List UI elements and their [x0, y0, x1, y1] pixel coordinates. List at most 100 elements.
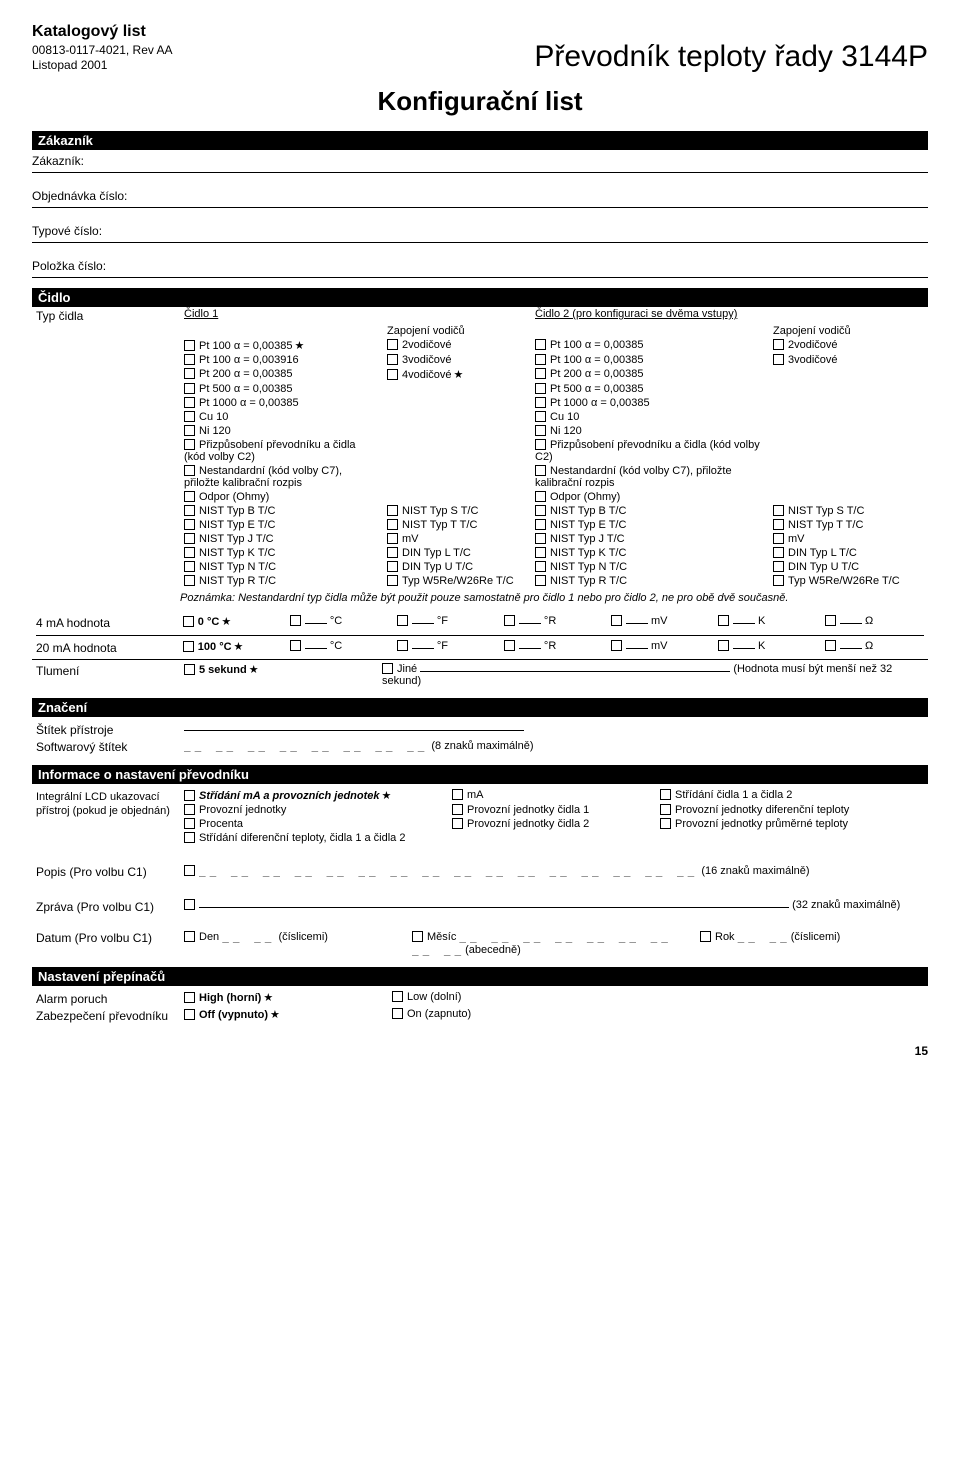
checkbox[interactable]: [387, 369, 398, 380]
checkbox[interactable]: [387, 505, 398, 516]
order-field[interactable]: Objednávka číslo:: [32, 185, 928, 208]
checkbox[interactable]: [387, 339, 398, 350]
checkbox[interactable]: [773, 533, 784, 544]
checkbox[interactable]: [387, 547, 398, 558]
checkbox[interactable]: [184, 547, 195, 558]
checkbox[interactable]: [184, 354, 195, 365]
alarm-low-checkbox[interactable]: [392, 991, 403, 1002]
checkbox[interactable]: [452, 804, 463, 815]
security-on-checkbox[interactable]: [392, 1008, 403, 1019]
day-checkbox[interactable]: [184, 931, 195, 942]
damping-default-checkbox[interactable]: [184, 664, 195, 675]
checkbox[interactable]: [184, 818, 195, 829]
checkbox[interactable]: [184, 465, 195, 476]
checkbox[interactable]: [535, 575, 546, 586]
checkbox[interactable]: [773, 354, 784, 365]
checkbox[interactable]: [773, 561, 784, 572]
ma-unit-input[interactable]: [840, 648, 862, 649]
checkbox[interactable]: [290, 615, 301, 626]
checkbox[interactable]: [184, 561, 195, 572]
checkbox[interactable]: [387, 575, 398, 586]
desc-checkbox[interactable]: [184, 865, 195, 876]
ma-unit-input[interactable]: [626, 623, 648, 624]
checkbox[interactable]: [718, 615, 729, 626]
checkbox[interactable]: [184, 519, 195, 530]
checkbox[interactable]: [611, 640, 622, 651]
desc-input[interactable]: __ __ __ __ __ __ __ __ __ __ __ __ __ _…: [199, 864, 698, 877]
device-label-input[interactable]: [184, 730, 524, 731]
checkbox[interactable]: [535, 397, 546, 408]
checkbox[interactable]: [660, 804, 671, 815]
checkbox[interactable]: [184, 533, 195, 544]
msg-checkbox[interactable]: [184, 899, 195, 910]
checkbox[interactable]: [660, 818, 671, 829]
checkbox[interactable]: [535, 519, 546, 530]
ma-unit-input[interactable]: [626, 648, 648, 649]
checkbox[interactable]: [184, 340, 195, 351]
checkbox[interactable]: [535, 339, 546, 350]
ma-unit-input[interactable]: [305, 648, 327, 649]
checkbox[interactable]: [504, 640, 515, 651]
checkbox[interactable]: [452, 818, 463, 829]
checkbox[interactable]: [397, 640, 408, 651]
security-off-checkbox[interactable]: [184, 1009, 195, 1020]
checkbox[interactable]: [535, 425, 546, 436]
checkbox[interactable]: [184, 425, 195, 436]
checkbox[interactable]: [184, 790, 195, 801]
ma-unit-input[interactable]: [840, 623, 862, 624]
year-input[interactable]: __ __: [738, 930, 791, 943]
damping-other-input[interactable]: [420, 671, 730, 672]
checkbox[interactable]: [397, 615, 408, 626]
checkbox[interactable]: [535, 561, 546, 572]
day-input[interactable]: __ __: [222, 930, 275, 943]
checkbox[interactable]: [184, 411, 195, 422]
checkbox[interactable]: [535, 547, 546, 558]
checkbox[interactable]: [184, 832, 195, 843]
ma-unit-input[interactable]: [733, 623, 755, 624]
ma-unit-input[interactable]: [305, 623, 327, 624]
checkbox[interactable]: [184, 439, 195, 450]
ma-unit-input[interactable]: [412, 623, 434, 624]
item-field[interactable]: Položka číslo:: [32, 255, 928, 278]
customer-field[interactable]: Zákazník:: [32, 150, 928, 173]
msg-input[interactable]: [199, 907, 789, 908]
checkbox[interactable]: [183, 641, 194, 652]
alarm-high-checkbox[interactable]: [184, 992, 195, 1003]
checkbox[interactable]: [535, 354, 546, 365]
checkbox[interactable]: [825, 640, 836, 651]
damping-other-checkbox[interactable]: [382, 663, 393, 674]
checkbox[interactable]: [184, 804, 195, 815]
checkbox[interactable]: [773, 519, 784, 530]
checkbox[interactable]: [660, 789, 671, 800]
checkbox[interactable]: [718, 640, 729, 651]
checkbox[interactable]: [825, 615, 836, 626]
checkbox[interactable]: [504, 615, 515, 626]
checkbox[interactable]: [290, 640, 301, 651]
ma-unit-input[interactable]: [733, 648, 755, 649]
checkbox[interactable]: [535, 491, 546, 502]
ma-unit-input[interactable]: [412, 648, 434, 649]
checkbox[interactable]: [387, 354, 398, 365]
checkbox[interactable]: [387, 519, 398, 530]
ma-unit-input[interactable]: [519, 623, 541, 624]
checkbox[interactable]: [535, 411, 546, 422]
ma-unit-input[interactable]: [519, 648, 541, 649]
checkbox[interactable]: [452, 789, 463, 800]
checkbox[interactable]: [387, 533, 398, 544]
checkbox[interactable]: [184, 505, 195, 516]
checkbox[interactable]: [773, 547, 784, 558]
checkbox[interactable]: [184, 491, 195, 502]
checkbox[interactable]: [184, 368, 195, 379]
type-field[interactable]: Typové číslo:: [32, 220, 928, 243]
sw-label-input[interactable]: __ __ __ __ __ __ __ __: [184, 739, 428, 752]
checkbox[interactable]: [184, 397, 195, 408]
month-checkbox[interactable]: [412, 931, 423, 942]
checkbox[interactable]: [535, 465, 546, 476]
checkbox[interactable]: [773, 339, 784, 350]
checkbox[interactable]: [535, 533, 546, 544]
checkbox[interactable]: [184, 575, 195, 586]
checkbox[interactable]: [535, 383, 546, 394]
checkbox[interactable]: [773, 505, 784, 516]
checkbox[interactable]: [535, 368, 546, 379]
checkbox[interactable]: [183, 616, 194, 627]
